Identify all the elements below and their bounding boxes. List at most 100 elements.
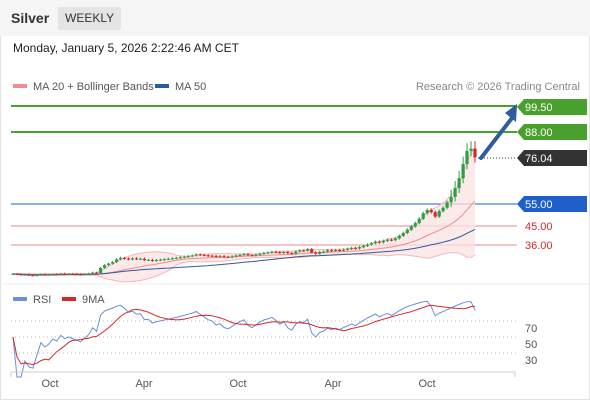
candle-body — [246, 254, 250, 256]
candle-body — [393, 238, 397, 241]
candle-body — [385, 239, 389, 241]
research-credit: Research © 2026 Trading Central — [416, 81, 580, 93]
candle-body — [230, 256, 234, 258]
projection-arrow-shaft — [479, 116, 514, 160]
candle-body — [130, 258, 135, 260]
candle-body — [43, 274, 47, 276]
candle-body — [39, 274, 43, 276]
candle-body — [190, 255, 194, 257]
candle-body — [389, 239, 393, 241]
candle-body — [266, 252, 270, 254]
candle-body — [326, 250, 330, 252]
candle-body — [67, 273, 71, 275]
rsi-legend: RSI 9MA — [13, 294, 105, 306]
candle-body — [465, 150, 469, 164]
candle-body — [409, 226, 413, 230]
candle-body — [298, 250, 302, 252]
candle-body — [238, 254, 242, 256]
candle-body — [437, 211, 441, 217]
candle-body — [194, 254, 198, 256]
candle-body — [361, 245, 366, 248]
candle-body — [19, 274, 23, 276]
candle-body — [71, 273, 75, 275]
candle-body — [142, 258, 146, 261]
bollinger-lower-line — [12, 252, 476, 283]
tag-45-00-label: 45.00 — [525, 221, 553, 233]
candle-body — [469, 148, 473, 151]
candle-body — [79, 274, 83, 276]
x-tick-apr-2: Apr — [324, 378, 341, 390]
candle-body — [202, 254, 206, 256]
candle-body — [158, 259, 162, 261]
candle-body — [214, 255, 218, 257]
tag-88-00-label: 88.00 — [525, 127, 553, 139]
candle-body — [357, 247, 362, 249]
candle-body — [115, 259, 119, 262]
candle-body — [473, 148, 477, 158]
candle-body — [75, 274, 79, 276]
candle-body — [206, 255, 210, 257]
projection-arrow-head — [505, 104, 517, 122]
candle-body — [95, 272, 99, 274]
candle-body — [174, 257, 178, 259]
candle-body — [138, 258, 142, 260]
instrument-title: Silver — [11, 10, 50, 26]
candle-body — [186, 256, 190, 258]
tag-last-price — [517, 150, 587, 166]
bollinger-band-fill — [13, 147, 475, 282]
candle-body — [222, 256, 226, 258]
timestamp: Monday, January 5, 2026 2:22:46 AM CET — [13, 41, 239, 55]
rsi-legend-swatch — [13, 297, 27, 301]
x-axis: Oct Apr Oct Apr Oct — [10, 371, 516, 390]
candle-body — [126, 258, 131, 260]
x-tick-oct-2: Oct — [229, 378, 246, 390]
rsi-line — [12, 300, 476, 378]
candle-body — [274, 251, 278, 253]
candle-body — [417, 218, 421, 224]
x-tick-apr-1: Apr — [135, 378, 152, 390]
candle-body — [178, 257, 182, 259]
x-tick-oct-1: Oct — [41, 378, 58, 390]
candle-body — [250, 255, 254, 257]
candle-body — [322, 251, 326, 253]
candle-body — [286, 252, 290, 254]
tag-88-00 — [517, 124, 587, 140]
candle-body — [35, 275, 39, 276]
candle-body — [55, 274, 59, 276]
candle-body — [107, 263, 111, 266]
candle-body — [353, 248, 358, 250]
legend-swatch-ma50 — [155, 84, 169, 88]
candle-body — [146, 259, 150, 261]
tag-36-00-label: 36.00 — [525, 240, 553, 252]
candle-body — [83, 274, 87, 276]
candle-body — [314, 252, 318, 254]
projection-arrow — [479, 104, 517, 160]
candle-body — [342, 249, 346, 251]
candle-body — [346, 248, 350, 250]
candle-body — [242, 254, 246, 256]
candle-body — [111, 262, 115, 264]
candle-body — [11, 273, 15, 275]
candle-body — [23, 274, 27, 276]
period-badge[interactable]: WEEKLY — [58, 7, 122, 30]
candle-body — [234, 255, 238, 257]
candlesticks — [11, 141, 477, 277]
candle-body — [397, 235, 401, 239]
legend-swatch-ma20 — [13, 84, 27, 88]
tag-99-50-label: 99.50 — [525, 102, 553, 114]
candle-body — [63, 273, 67, 275]
candle-body — [290, 253, 294, 255]
candle-body — [154, 260, 158, 262]
candle-body — [405, 229, 409, 233]
candle-body — [170, 258, 174, 260]
rsi-axis-50: 50 — [525, 339, 537, 351]
x-tick-oct-3: Oct — [418, 378, 435, 390]
header-bar: Silver WEEKLY — [0, 0, 590, 36]
candle-body — [429, 210, 433, 213]
candle-body — [47, 274, 51, 276]
candle-body — [278, 252, 282, 254]
candle-body — [334, 250, 338, 251]
candle-body — [59, 273, 63, 275]
rsi-axis-70: 70 — [525, 323, 537, 335]
